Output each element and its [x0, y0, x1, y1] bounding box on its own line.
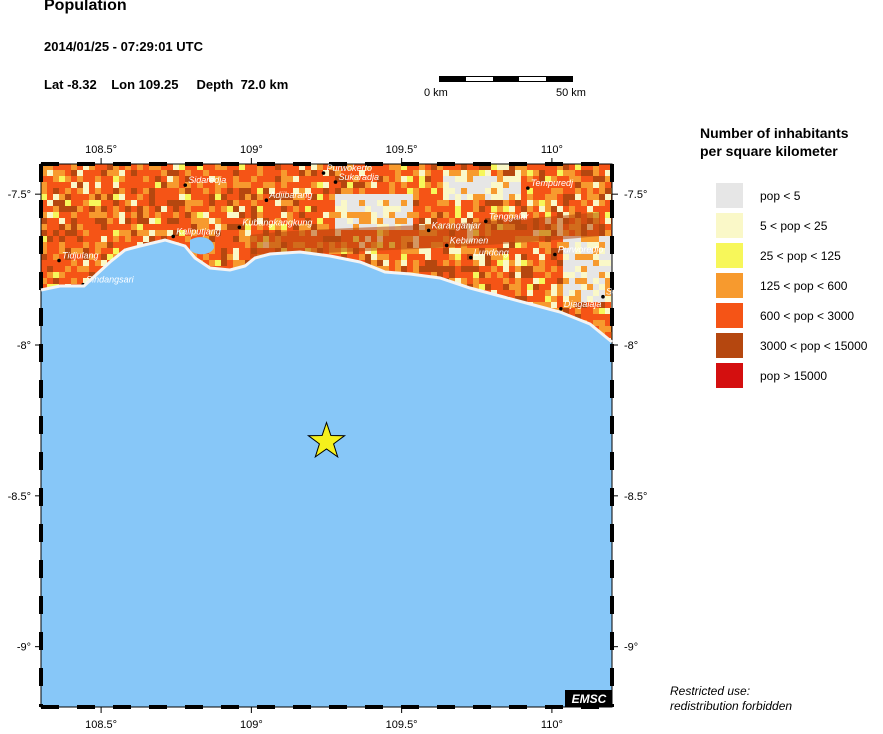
legend-swatch — [716, 183, 743, 208]
lat-tick-label-left: -8.5° — [8, 491, 31, 503]
lat-tick-label-right: -8° — [624, 340, 638, 352]
lat-tick-label-right: -9° — [624, 642, 638, 654]
lat-tick-label-left: -9° — [17, 642, 31, 654]
legend-swatch — [716, 363, 743, 388]
legend-label: pop > 15000 — [760, 369, 828, 383]
legend-label: 125 < pop < 600 — [760, 279, 848, 293]
city-label: Purwokerto — [326, 163, 372, 173]
usage-notice-line2: redistribution forbidden — [670, 699, 793, 713]
legend-swatch — [716, 333, 743, 358]
city-marker: Kubangkangkung — [237, 217, 312, 230]
scale-right-label: 50 km — [556, 87, 586, 99]
lat-tick-label-right: -8.5° — [624, 491, 647, 503]
city-label: Se — [606, 287, 617, 297]
lon-tick-label-top: 108.5° — [85, 144, 117, 156]
scale-bar: 0 km 50 km — [423, 72, 593, 102]
city-marker: Karanganjar — [426, 220, 482, 233]
city-marker: Tidjulang — [57, 251, 98, 263]
scale-bar-graphic — [439, 76, 573, 82]
city-label: Sidaredja — [188, 175, 226, 185]
lat-tick-label-left: -8° — [17, 340, 31, 352]
lon-value: 109.25 — [138, 77, 179, 92]
event-info: Lat -8.32 Lon 109.25 Depth 72.0 km — [44, 77, 288, 92]
city-marker: Tempuredj — [526, 178, 574, 190]
legend-swatch — [716, 303, 743, 328]
map-frame — [39, 162, 614, 709]
city-marker: Lundong — [468, 248, 509, 260]
emsc-credit-text: EMSC — [572, 692, 607, 706]
city-marker: Kebumen — [444, 235, 489, 248]
usage-notice: Restricted use: redistribution forbidden — [670, 684, 792, 714]
city-label: Karanganjar — [432, 220, 482, 230]
lat-tick-label-left: -7.5° — [8, 189, 31, 201]
city-label: Kebumen — [450, 235, 489, 245]
scale-left-label: 0 km — [424, 87, 448, 99]
city-marker: Kaliputjang — [171, 226, 221, 239]
lon-tick-label-bottom: 110° — [541, 719, 563, 729]
legend-swatch — [716, 243, 743, 268]
depth-label: Depth — [196, 77, 234, 92]
lon-tick-label-top: 109.5° — [386, 144, 418, 156]
lat-value: -8.32 — [67, 77, 97, 92]
map-title: Population — [44, 0, 127, 14]
lon-tick-label-bottom: 109° — [240, 719, 263, 729]
lon-tick-label-bottom: 109.5° — [386, 719, 418, 729]
legend-label: pop < 5 — [760, 189, 801, 203]
city-label: Sindangsari — [86, 275, 135, 285]
city-label: Tidjulang — [62, 251, 98, 261]
city-label: Purworedjo — [558, 245, 604, 255]
city-marker: Djagalaja — [559, 299, 601, 311]
epicenter-star-icon — [306, 420, 347, 459]
city-marker: Purworedjo — [553, 245, 603, 257]
lon-label: Lon — [111, 77, 136, 92]
city-label: Djagalaja — [564, 299, 602, 309]
legend-title-line1: Number of inhabitants — [700, 125, 849, 141]
city-label: Sukaradja — [339, 172, 380, 182]
depth-value: 72.0 km — [240, 77, 289, 92]
legend-title: Number of inhabitants per square kilomet… — [700, 124, 849, 160]
event-datetime: 2014/01/25 - 07:29:01 UTC — [44, 39, 203, 54]
city-label: Lundong — [474, 248, 509, 258]
lon-tick-label-top: 109° — [240, 144, 263, 156]
legend-label: 600 < pop < 3000 — [760, 309, 855, 323]
lat-tick-label-right: -7.5° — [624, 189, 647, 201]
city-label: Adjibarang — [268, 190, 312, 200]
city-label: Tempuredj — [531, 178, 574, 188]
city-marker: Purwokerto — [321, 163, 372, 175]
legend-label: 5 < pop < 25 — [760, 219, 828, 233]
city-label: Kaliputjang — [176, 226, 221, 236]
city-marker: Tenggalar — [483, 211, 530, 224]
emsc-credit: EMSC — [565, 690, 612, 707]
city-marker: Se — [601, 287, 617, 299]
map-ticks: 108.5° 108.5° 109° 109° 109.5° 109.5° 110° 110°… — [8, 144, 648, 731]
lon-tick-label-top: 110° — [541, 144, 563, 156]
city-label: Kubangkangkung — [242, 217, 312, 227]
lat-label: Lat — [44, 77, 64, 92]
usage-notice-line1: Restricted use: — [670, 684, 751, 698]
legend-title-line2: per square kilometer — [700, 143, 838, 159]
city-label: Tenggalar — [489, 211, 530, 221]
city-marker: Sidaredja — [183, 175, 226, 187]
legend-swatch — [716, 273, 743, 298]
city-marker: Sukaradja — [333, 172, 380, 184]
legend-label: 25 < pop < 125 — [760, 249, 841, 263]
city-marker: Adjibarang — [264, 190, 312, 202]
lon-tick-label-bottom: 108.5° — [85, 719, 117, 729]
legend-label: 3000 < pop < 15000 — [760, 339, 868, 353]
legend-swatch — [716, 213, 743, 238]
